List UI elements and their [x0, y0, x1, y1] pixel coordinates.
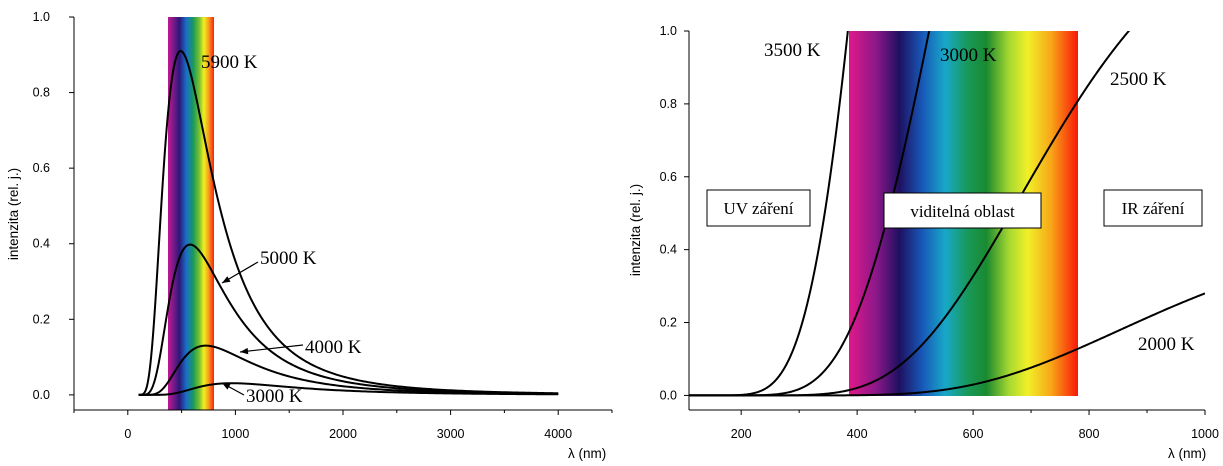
left-chart: 0.0 0.2 0.4 0.6 0.8 1.0 0 1000 2000 3000 4000 int… — [6, 10, 613, 461]
left-y-tick-label: 0.6 — [33, 161, 50, 175]
right-x-tick-label: 600 — [963, 427, 984, 441]
label-5900k: 5900 K — [201, 52, 258, 73]
right-y-axis-title: intenzita (rel. j.) — [628, 184, 643, 276]
left-series-4000k — [138, 344, 559, 396]
right-x-tick-label: 200 — [731, 427, 752, 441]
right-y-tick-label: 0.2 — [660, 316, 677, 330]
left-x-tick-label: 3000 — [437, 427, 465, 441]
label-5000k: 5000 K — [260, 248, 317, 269]
right-x-tick-label: 800 — [1079, 427, 1100, 441]
left-y-tick-label: 0.2 — [33, 312, 50, 326]
left-y-tick-label: 1.0 — [33, 10, 50, 24]
label-3500k: 3500 K — [764, 40, 821, 61]
arrow-3000k — [221, 382, 245, 396]
right-x-tick-label: 400 — [847, 427, 868, 441]
right-x-ticks: 200 400 600 800 1000 — [731, 410, 1219, 441]
arrow-5000k — [221, 261, 259, 284]
left-series-5900k — [138, 50, 559, 396]
right-y-ticks: 0.0 0.2 0.4 0.6 0.8 1.0 — [660, 24, 689, 402]
left-arrows — [221, 261, 304, 396]
left-curves — [138, 50, 559, 396]
uv-region-label: UV záření — [723, 199, 793, 218]
right-x-tick-label: 1000 — [1191, 427, 1219, 441]
right-y-tick-label: 0.6 — [660, 170, 677, 184]
label-2000k: 2000 K — [1138, 334, 1195, 355]
left-visible-band — [168, 17, 214, 410]
left-y-tick-label: 0.0 — [33, 388, 50, 402]
label-3000k: 3000 K — [246, 386, 303, 407]
right-y-tick-label: 1.0 — [660, 24, 677, 38]
right-y-tick-label: 0.8 — [660, 97, 677, 111]
right-y-tick-label: 0.0 — [660, 388, 677, 402]
left-x-axis-title: λ (nm) — [568, 446, 606, 461]
ir-region-box: IR záření — [1103, 189, 1203, 227]
left-series-3000k — [138, 382, 559, 396]
label-4000k: 4000 K — [305, 337, 362, 358]
left-x-tick-label: 0 — [124, 427, 131, 441]
left-y-tick-label: 0.4 — [33, 237, 50, 251]
right-series-2000k — [689, 292, 1205, 397]
right-y-tick-label: 0.4 — [660, 243, 677, 257]
left-x-tick-label: 1000 — [221, 427, 249, 441]
label-3000k-right: 3000 K — [940, 45, 997, 66]
left-x-tick-label: 2000 — [329, 427, 357, 441]
left-y-ticks: 0.0 0.2 0.4 0.6 0.8 1.0 — [33, 10, 74, 402]
right-x-axis-title: λ (nm) — [1168, 446, 1206, 461]
visible-region-label: viditelná oblast — [910, 202, 1015, 221]
left-y-axis-title: intenzita (rel. j.) — [6, 168, 21, 260]
right-chart: 0.0 0.2 0.4 0.6 0.8 1.0 200 400 600 800 1000 inte… — [628, 24, 1219, 461]
visible-region-box: viditelná oblast — [883, 192, 1042, 229]
ir-region-label: IR záření — [1122, 199, 1185, 218]
arrow-4000k — [239, 344, 304, 355]
label-2500k: 2500 K — [1110, 69, 1167, 90]
left-series-5000k — [138, 243, 559, 396]
left-x-ticks: 0 1000 2000 3000 4000 — [73, 410, 613, 441]
left-y-tick-label: 0.8 — [33, 86, 50, 100]
left-x-tick-label: 4000 — [544, 427, 572, 441]
uv-region-box: UV záření — [706, 189, 811, 227]
